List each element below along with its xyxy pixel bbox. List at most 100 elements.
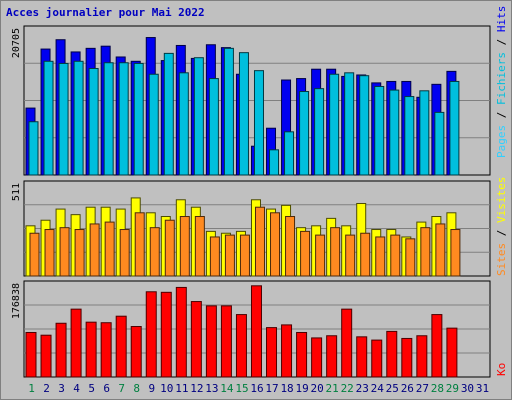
x-tick-label-15: 15 <box>235 382 248 395</box>
bar-ko-17 <box>266 327 278 378</box>
bar-sites-7 <box>119 229 130 277</box>
bar-sites-14 <box>224 234 235 277</box>
x-tick-label-12: 12 <box>190 382 203 395</box>
bar-sites-19 <box>300 230 311 277</box>
bar-fichiers-7 <box>118 62 129 176</box>
legend-separator: / <box>495 105 508 125</box>
bar-fichiers-16 <box>253 70 264 176</box>
bar-ko-14 <box>220 305 232 378</box>
bar-sites-25 <box>390 234 401 277</box>
x-tick-label-24: 24 <box>371 382 385 395</box>
x-tick-label-4: 4 <box>73 382 80 395</box>
bar-sites-18 <box>285 216 296 277</box>
bar-fichiers-18 <box>284 131 295 176</box>
legend-separator: / <box>495 223 508 243</box>
bar-fichiers-27 <box>419 90 430 176</box>
x-tick-label-11: 11 <box>175 382 188 395</box>
bar-ko-2 <box>40 334 52 378</box>
bar-ko-3 <box>55 322 67 378</box>
bar-ko-26 <box>401 337 413 378</box>
x-tick-label-25: 25 <box>386 382 399 395</box>
bar-ko-27 <box>416 335 428 378</box>
bar-sites-15 <box>239 234 250 277</box>
legend-item-ko: Ko <box>495 363 508 376</box>
x-tick-label-27: 27 <box>416 382 429 395</box>
bar-sites-16 <box>254 206 265 277</box>
x-tick-label-18: 18 <box>280 382 293 395</box>
bar-fichiers-26 <box>404 96 415 176</box>
bar-ko-8 <box>130 326 142 378</box>
bar-fichiers-1 <box>28 121 39 176</box>
bar-sites-1 <box>29 232 40 277</box>
bar-ko-6 <box>100 322 112 378</box>
bar-fichiers-3 <box>58 62 69 176</box>
bar-sites-20 <box>315 234 326 277</box>
bar-fichiers-20 <box>314 88 325 176</box>
bar-sites-27 <box>420 227 431 277</box>
bar-ko-22 <box>341 308 353 378</box>
panel-legend: Pages / Fichiers / Hits <box>495 6 508 158</box>
bar-fichiers-11 <box>178 72 189 176</box>
bar-sites-10 <box>164 219 175 277</box>
bar-fichiers-21 <box>329 73 340 176</box>
bar-ko-21 <box>326 335 338 378</box>
bar-fichiers-2 <box>43 60 54 176</box>
x-tick-label-3: 3 <box>58 382 65 395</box>
bar-fichiers-8 <box>133 62 144 176</box>
legend-item-fichiers: Fichiers <box>495 52 508 105</box>
x-tick-label-14: 14 <box>220 382 234 395</box>
panel-max-label: 176838 <box>11 283 22 319</box>
bar-fichiers-14 <box>223 47 234 176</box>
x-tick-label-20: 20 <box>311 382 324 395</box>
x-tick-label-29: 29 <box>446 382 459 395</box>
bar-sites-8 <box>134 212 145 277</box>
x-tick-label-21: 21 <box>326 382 339 395</box>
bar-fichiers-4 <box>73 60 84 176</box>
bar-sites-23 <box>360 232 371 277</box>
bar-sites-5 <box>89 223 100 277</box>
bar-fichiers-12 <box>193 57 204 176</box>
bar-ko-18 <box>281 324 293 378</box>
bar-fichiers-9 <box>148 73 159 176</box>
bar-sites-12 <box>194 216 205 277</box>
chart-panels: 20705 Pages / Fichiers / Hits 511 Sites / V… <box>11 6 508 378</box>
x-tick-label-5: 5 <box>88 382 95 395</box>
x-tick-label-8: 8 <box>133 382 140 395</box>
bar-ko-9 <box>145 291 157 378</box>
x-tick-label-2: 2 <box>43 382 50 395</box>
panel-max-label: 20705 <box>11 28 22 58</box>
legend-item-hits: Hits <box>495 6 508 33</box>
panel-1: 20705 Pages / Fichiers / Hits <box>11 6 508 176</box>
x-tick-label-30: 30 <box>461 382 474 395</box>
bar-ko-11 <box>175 286 187 378</box>
bar-fichiers-23 <box>359 75 370 176</box>
legend-separator: / <box>495 32 508 52</box>
bar-ko-13 <box>205 305 217 378</box>
bar-sites-9 <box>149 227 160 277</box>
x-tick-label-31: 31 <box>476 382 489 395</box>
x-tick-label-9: 9 <box>148 382 155 395</box>
bar-sites-11 <box>179 216 190 277</box>
x-tick-label-10: 10 <box>160 382 173 395</box>
bar-sites-6 <box>104 221 115 277</box>
panel-legend: Sites / Visites <box>495 177 508 276</box>
panel-legend: Ko <box>495 363 508 376</box>
x-tick-label-19: 19 <box>295 382 308 395</box>
bar-ko-23 <box>356 336 368 378</box>
panel-max-label: 511 <box>11 183 22 201</box>
bar-ko-12 <box>190 301 202 378</box>
x-tick-label-16: 16 <box>250 382 263 395</box>
bar-sites-2 <box>44 229 55 277</box>
bar-fichiers-10 <box>163 52 174 176</box>
bar-sites-13 <box>209 236 220 277</box>
bar-ko-1 <box>25 331 37 378</box>
bar-fichiers-25 <box>389 89 400 176</box>
x-tick-label-26: 26 <box>401 382 414 395</box>
bar-fichiers-15 <box>238 52 249 176</box>
bar-ko-20 <box>311 337 323 378</box>
panel-2: 511 Sites / Visites <box>11 177 508 277</box>
x-axis-labels: 1 2 3 4 5 6 7 8 9 10 11 12 13 14 15 16 17 18 19 20 21 22 23 24 2… <box>28 382 489 395</box>
bar-ko-29 <box>446 327 458 378</box>
